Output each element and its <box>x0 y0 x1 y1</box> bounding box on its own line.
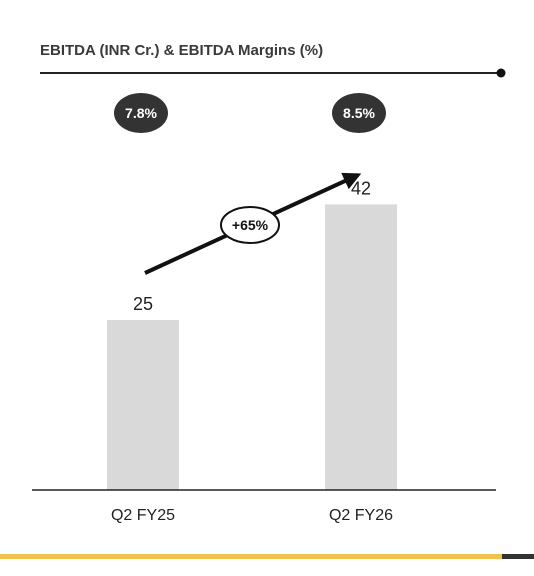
margin-badge-q2fy25: 7.8% <box>114 93 168 133</box>
footer-dark-strip <box>502 554 534 559</box>
category-labels-group: Q2 FY25 Q2 FY26 <box>111 507 393 524</box>
bar-value-label-q2fy26: 42 <box>351 178 371 198</box>
chart-title: EBITDA (INR Cr.) & EBITDA Margins (%) <box>40 42 323 59</box>
margin-badge-q2fy26-label: 8.5% <box>343 105 375 121</box>
category-label-q2fy25: Q2 FY25 <box>111 507 175 524</box>
growth-badge: +65% <box>220 206 280 244</box>
footer-gold-strip <box>0 554 502 559</box>
bar-value-label-q2fy25: 25 <box>133 294 153 314</box>
title-underline-end-dot <box>496 68 506 78</box>
growth-badge-label: +65% <box>232 217 269 233</box>
category-label-q2fy26: Q2 FY26 <box>329 507 393 524</box>
margin-badge-q2fy25-label: 7.8% <box>125 105 157 121</box>
bar-q2fy25 <box>107 320 179 490</box>
bars-group: 25 42 <box>107 178 397 490</box>
margin-badge-q2fy26: 8.5% <box>332 93 386 133</box>
bar-q2fy26 <box>325 204 397 490</box>
